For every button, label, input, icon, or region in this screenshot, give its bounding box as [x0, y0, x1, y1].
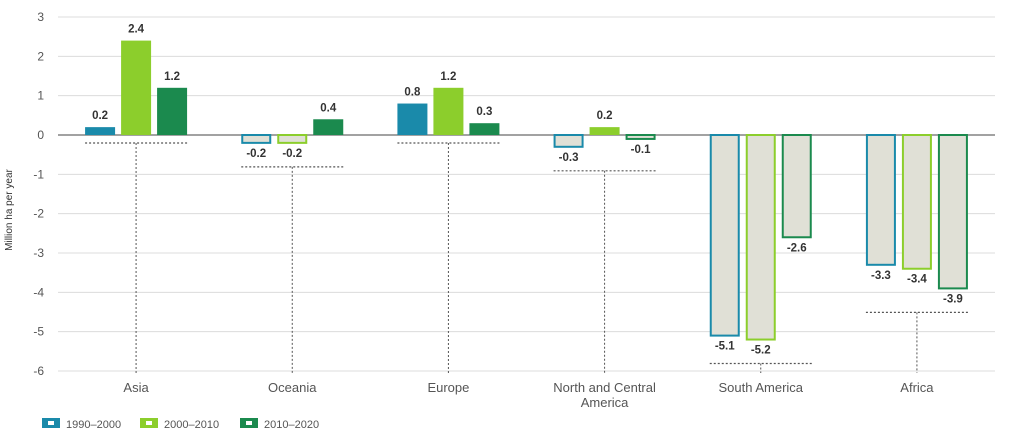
- bar: [709, 134, 740, 337]
- bar: [901, 134, 932, 270]
- legend-label: 2000–2010: [164, 419, 219, 431]
- bar: [85, 127, 116, 135]
- y-axis: 3 2 1 0 -1 -2 -3 -4 -5 -6: [33, 10, 995, 378]
- bar: [781, 134, 812, 239]
- data-label: -3.9: [943, 293, 963, 305]
- legend: 1990–2000 2000–2010 2010–2020: [42, 418, 319, 431]
- y-tick-label: 1: [37, 89, 44, 103]
- y-tick-label: -2: [33, 207, 44, 221]
- x-axis-labels: Asia Oceania Europe North and CentralAmeric…: [123, 380, 934, 410]
- legend-label: 1990–2000: [66, 419, 121, 431]
- data-label: -3.3: [871, 270, 891, 282]
- bar: [865, 134, 896, 266]
- y-tick-label: 3: [37, 10, 44, 24]
- data-label: -0.1: [631, 144, 651, 156]
- data-label: -5.2: [751, 345, 771, 357]
- bar: [625, 134, 656, 140]
- bar: [469, 123, 500, 135]
- y-tick-label: -3: [33, 246, 44, 260]
- data-label: -5.1: [715, 341, 735, 353]
- y-tick-label: -6: [33, 364, 44, 378]
- bars: [85, 40, 968, 341]
- legend-swatch-inner: [146, 421, 152, 425]
- bar: [277, 134, 308, 144]
- bar: [553, 134, 584, 148]
- data-label: -0.2: [246, 148, 266, 160]
- bar: [121, 40, 152, 135]
- y-tick-label: -1: [33, 167, 44, 181]
- data-label: 0.4: [320, 102, 337, 114]
- bar: [397, 103, 428, 135]
- legend-swatch-inner: [48, 421, 54, 425]
- data-label: 1.2: [440, 71, 456, 83]
- data-label: 0.2: [597, 110, 613, 122]
- x-category-label: South America: [718, 380, 803, 395]
- bar: [433, 87, 464, 135]
- data-label: 0.3: [476, 106, 492, 118]
- x-category-label: Asia: [123, 380, 149, 395]
- x-category-label: Europe: [427, 380, 469, 395]
- x-category-label: Oceania: [268, 380, 317, 395]
- data-label: -0.3: [559, 152, 579, 164]
- x-category-label: Africa: [900, 380, 934, 395]
- y-axis-label: Million ha per year: [4, 168, 15, 250]
- bar: [589, 127, 620, 135]
- data-label: 1.2: [164, 71, 180, 83]
- data-label: -3.4: [907, 274, 927, 286]
- x-category-label: North and Central: [553, 380, 656, 395]
- data-label: 0.2: [92, 110, 108, 122]
- y-tick-label: 2: [37, 49, 44, 63]
- bar: [745, 134, 776, 341]
- bar: [313, 119, 344, 135]
- x-category-label: America: [581, 395, 629, 410]
- bar: [241, 134, 272, 144]
- legend-label: 2010–2020: [264, 419, 319, 431]
- data-label: 0.8: [404, 87, 421, 99]
- y-tick-label: -5: [33, 325, 44, 339]
- data-label: 2.4: [128, 24, 145, 36]
- y-tick-label: 0: [37, 128, 44, 142]
- legend-swatch-inner: [246, 421, 252, 425]
- bar: [937, 134, 968, 290]
- data-label: -0.2: [282, 148, 302, 160]
- guide-lines: [85, 142, 968, 373]
- data-labels: 0.2 2.4 1.2 -0.2 -0.2 0.4 0.8 1.2 0.3 -0.3 0.2 -0.1…: [92, 24, 963, 357]
- bar: [157, 87, 188, 135]
- gridlines: [58, 16, 995, 372]
- y-tick-label: -4: [33, 285, 44, 299]
- data-label: -2.6: [787, 242, 807, 254]
